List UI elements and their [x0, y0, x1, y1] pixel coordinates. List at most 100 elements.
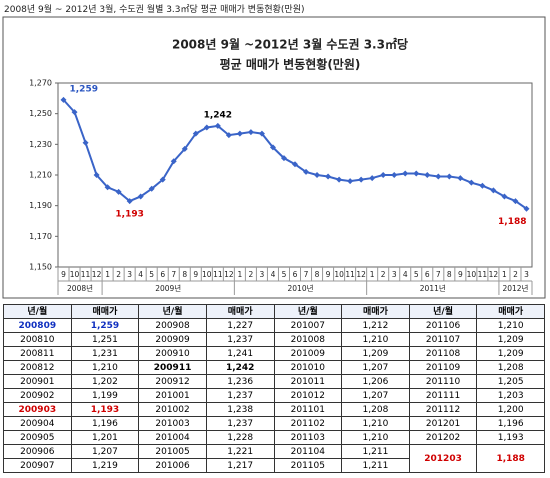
x-tick-label: 2 — [513, 270, 518, 279]
table-cell: 1,188 — [476, 444, 545, 473]
table-cell: 200906 — [3, 444, 72, 459]
table-cell: 201107 — [408, 332, 478, 347]
marker — [192, 130, 199, 137]
table-cell: 201108 — [408, 346, 478, 361]
table-cell: 1,196 — [476, 416, 545, 431]
table-cell: 1,210 — [341, 332, 410, 347]
table-cell: 1,227 — [205, 318, 275, 333]
x-tick-label: 12 — [356, 270, 366, 279]
table-cell: 200810 — [3, 332, 72, 347]
table-cell: 200902 — [3, 388, 72, 403]
marker — [435, 173, 442, 180]
y-tick-label: 1,230 — [29, 140, 52, 149]
table-row: 200905 1,201 201004 1,228 201103 1,210 201202 1… — [3, 430, 545, 445]
table-cell: 1,208 — [341, 402, 410, 417]
x-tick-label: 3 — [260, 270, 265, 279]
marker — [225, 132, 232, 139]
table-cell: 201105 — [273, 458, 343, 473]
table-cell: 200904 — [3, 416, 72, 431]
marker — [501, 193, 508, 200]
marker — [490, 187, 497, 194]
chart-title: 2008년 9월 ~2012년 3월 수도권 3.3㎡당 — [172, 37, 408, 52]
table-cell: 1,210 — [341, 416, 410, 431]
marker — [104, 184, 111, 191]
x-tick-label: 3 — [524, 270, 529, 279]
header-row: 년/월 매매가 년/월 매매가 년/월 매매가 년/월 매매가 — [3, 304, 545, 319]
x-tick-label: 5 — [282, 270, 287, 279]
table-cell: 1,202 — [70, 374, 140, 389]
x-tick-label: 12 — [489, 270, 499, 279]
table-cell: 1,210 — [341, 430, 410, 445]
marker — [314, 172, 321, 178]
x-tick-label: 2 — [116, 270, 121, 279]
table-cell: 201011 — [273, 374, 343, 389]
table-cell: 1,211 — [341, 444, 410, 459]
table-cell: 매매가 — [205, 304, 275, 319]
x-tick-label: 1 — [237, 270, 242, 279]
table-cell: 201203 — [408, 444, 478, 473]
table-cell: 1,207 — [341, 388, 410, 403]
x-tick-label: 7 — [304, 270, 309, 279]
y-tick-label: 1,270 — [29, 79, 52, 88]
table-cell: 201106 — [408, 318, 478, 333]
table-cell: 매매가 — [476, 304, 545, 319]
table-row: 200907 1,219 201006 1,217 201105 1,211 — [3, 458, 545, 473]
table-cell: 201111 — [408, 388, 478, 403]
marker — [280, 155, 287, 162]
x-tick-label: 8 — [182, 270, 187, 279]
x-tick-label: 6 — [160, 270, 165, 279]
table-cell: 1,210 — [476, 318, 545, 333]
data-label: 1,259 — [70, 84, 98, 94]
marker — [303, 168, 310, 175]
table-cell: 1,228 — [205, 430, 275, 445]
table-row: 200809 1,259 200908 1,227 201007 1,212 201106 1… — [3, 318, 545, 333]
data-table: 년/월 매매가 년/월 매매가 년/월 매매가 년/월 매매가 200809 1,259 20090… — [3, 304, 545, 473]
y-tick-label: 1,170 — [29, 232, 52, 241]
table-cell: 매매가 — [341, 304, 410, 319]
marker — [457, 175, 464, 182]
x-tick-label: 4 — [271, 270, 276, 279]
marker — [247, 129, 254, 136]
table-cell: 201010 — [273, 360, 343, 375]
x-tick-label: 9 — [458, 270, 463, 279]
table-cell: 200812 — [3, 360, 72, 375]
marker — [413, 170, 420, 177]
x-tick-label: 3 — [127, 270, 132, 279]
marker — [424, 172, 431, 178]
table-cell: 1,237 — [205, 388, 275, 403]
table-cell: 201109 — [408, 360, 478, 375]
table-cell: 1,237 — [205, 332, 275, 347]
table-cell: 1,237 — [205, 416, 275, 431]
chart-frame — [2, 16, 546, 299]
table-cell: 1,206 — [341, 374, 410, 389]
x-tick-label: 10 — [70, 270, 80, 279]
x-group-label: 2010년 — [288, 283, 314, 293]
x-tick-label: 8 — [315, 270, 320, 279]
table-cell: 200905 — [3, 430, 72, 445]
table-cell: 년/월 — [273, 304, 343, 319]
x-tick-label: 10 — [467, 270, 477, 279]
x-tick-label: 11 — [478, 270, 488, 279]
marker — [258, 130, 265, 137]
x-group-label: 2011년 — [420, 283, 446, 293]
x-tick-label: 6 — [425, 270, 430, 279]
table-row: 200902 1,199 201001 1,237 201012 1,207 201111 1… — [3, 388, 545, 403]
x-tick-label: 5 — [149, 270, 154, 279]
table-cell: 201002 — [138, 402, 207, 417]
table-cell: 200901 — [3, 374, 72, 389]
marker — [214, 122, 221, 129]
table-cell: 1,209 — [476, 346, 545, 361]
x-tick-label: 3 — [392, 270, 397, 279]
y-tick-label: 1,210 — [29, 171, 52, 180]
table-cell: 201007 — [273, 318, 343, 333]
marker — [402, 170, 409, 177]
table-cell: 1,241 — [205, 346, 275, 361]
x-group-label: 2009년 — [155, 283, 181, 293]
y-tick-label: 1,250 — [29, 109, 52, 118]
table-cell: 201009 — [273, 346, 343, 361]
page-title: 2008년 9월 ~ 2012년 3월, 수도권 월별 3.3㎡당 평균 매매가… — [4, 5, 305, 15]
table-cell: 200903 — [3, 402, 72, 417]
table-cell: 200809 — [3, 318, 72, 333]
table-row: 200903 1,193 201002 1,238 201101 1,208 201112 1… — [3, 402, 545, 417]
